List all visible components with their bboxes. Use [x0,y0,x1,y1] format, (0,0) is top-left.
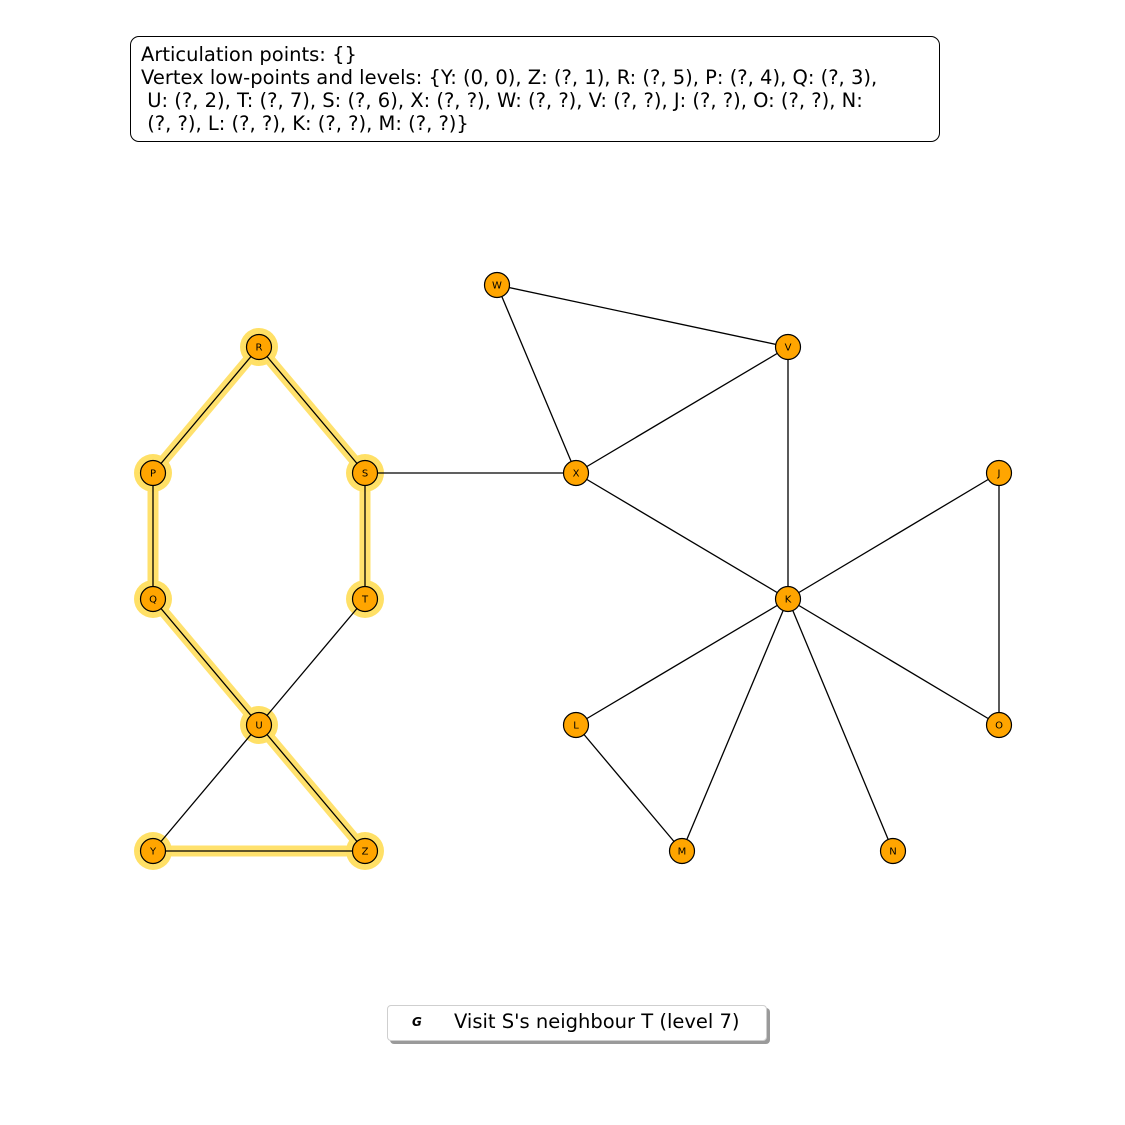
node-L: L [562,711,590,739]
node-circle-T [351,585,379,613]
edge-L-M [575,724,683,852]
lowpoints-line-2: U: (?, 2), T: (?, 7), S: (?, 6), X: (?, … [141,89,863,112]
node-V: V [774,333,802,361]
node-label-T: T [361,595,369,606]
edge-K-O [787,598,1000,726]
edge-W-V [496,284,789,348]
node-N: N [879,837,907,865]
node-label-W: W [492,281,502,292]
edges-layer [152,284,1000,852]
node-circle-S [351,459,379,487]
node-circle-W [483,271,511,299]
node-M: M [668,837,696,865]
node-W: W [483,271,511,299]
node-P: P [139,459,167,487]
edge-K-M [681,598,789,852]
node-circle-L [562,711,590,739]
node-O: O [985,711,1013,739]
node-label-J: J [997,469,1001,480]
edge-K-J [787,472,1000,600]
articulation-points-text: Articulation points: {} [141,43,357,66]
node-J: J [985,459,1013,487]
node-circle-N [879,837,907,865]
legend-label: Visit S's neighbour T (level 7) [454,1010,740,1033]
legend-marker: G [412,1015,422,1029]
node-circle-P [139,459,167,487]
nodes-layer: W V R P S X J Q T K U L O Y Z M N [139,271,1013,865]
node-label-P: P [150,469,156,480]
node-circle-J [985,459,1013,487]
edge-W-X [496,284,577,474]
status-box: Articulation points: {} Vertex low-point… [130,36,940,142]
node-circle-X [562,459,590,487]
edge-U-Y [152,724,260,852]
node-label-Q: Q [149,595,157,606]
edge-K-L [575,598,789,726]
node-label-Z: Z [362,847,369,858]
edge-K-N [787,598,894,852]
node-R: R [245,333,273,361]
node-label-N: N [889,847,896,858]
edge-U-Z [258,724,366,852]
node-label-M: M [678,847,687,858]
node-label-Y: Y [149,847,157,858]
node-circle-O [985,711,1013,739]
node-label-K: K [785,595,792,606]
node-X: X [562,459,590,487]
node-label-V: V [785,343,792,354]
node-K: K [774,585,802,613]
legend: G Visit S's neighbour T (level 7) [387,1005,767,1041]
node-Y: Y [139,837,167,865]
node-label-U: U [255,721,262,732]
node-circle-Y [139,837,167,865]
node-circle-Z [351,837,379,865]
node-circle-U [245,711,273,739]
node-label-R: R [256,343,263,354]
lowpoints-line-1: Vertex low-points and levels: {Y: (0, 0)… [141,66,878,89]
node-label-X: X [573,469,580,480]
highlighted-edges-layer [147,341,371,857]
node-circle-R [245,333,273,361]
edge-R-S [258,346,366,474]
edge-T-U [258,598,366,726]
edge-Q-U [152,598,260,726]
node-circle-M [668,837,696,865]
node-U: U [245,711,273,739]
edge-X-V [575,346,789,474]
node-circle-V [774,333,802,361]
node-Z: Z [351,837,379,865]
node-S: S [351,459,379,487]
node-label-S: S [362,469,368,480]
node-circle-Q [139,585,167,613]
edge-X-K [575,472,789,600]
edge-R-P [152,346,260,474]
node-T: T [351,585,379,613]
node-label-O: O [995,721,1003,732]
highlighted-nodes-layer [134,328,384,870]
node-Q: Q [139,585,167,613]
node-circle-K [774,585,802,613]
node-label-L: L [573,721,579,732]
lowpoints-line-3: (?, ?), L: (?, ?), K: (?, ?), M: (?, ?)} [141,112,469,135]
